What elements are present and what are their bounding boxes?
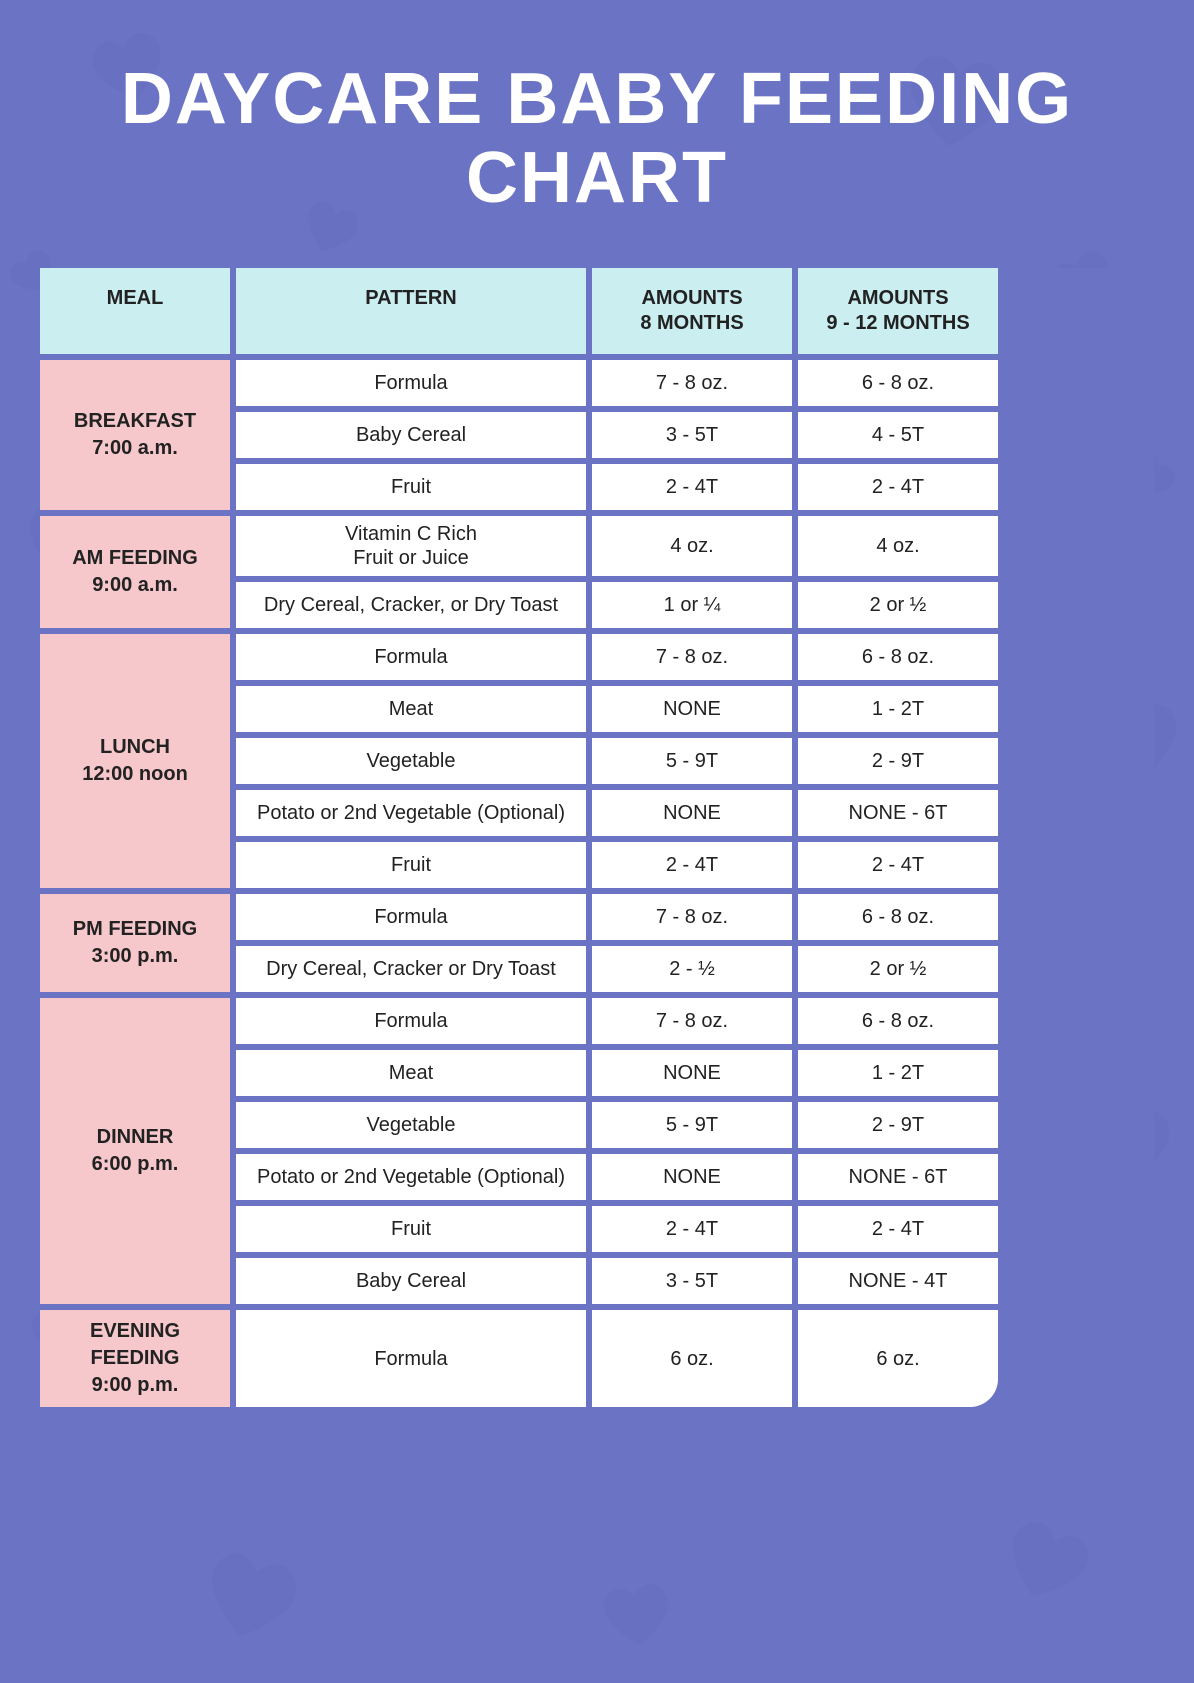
amount-9-12-cell: 2 - 4T [798,464,998,510]
amount-8-cell: 7 - 8 oz. [592,998,792,1044]
feeding-table: MEAL PATTERN AMOUNTS 8 MONTHS AMOUNTS 9 … [40,268,1154,1407]
meal-label: AM FEEDING 9:00 a.m. [40,516,230,628]
pattern-cell: Meat [236,1050,586,1096]
amount-8-cell: 7 - 8 oz. [592,634,792,680]
amount-9-12-cell: 2 - 9T [798,738,998,784]
amount-8-cell: 6 oz. [592,1310,792,1407]
amount-9-12-cell: 4 oz. [798,516,998,576]
amount-9-12-cell: 6 - 8 oz. [798,894,998,940]
col-header-meal: MEAL [40,268,230,354]
pattern-cell: Potato or 2nd Vegetable (Optional) [236,790,586,836]
pattern-cell: Vegetable [236,738,586,784]
pattern-cell: Vitamin C Rich Fruit or Juice [236,516,586,576]
amount-8-cell: 2 - 4T [592,464,792,510]
pattern-cell: Baby Cereal [236,412,586,458]
amount-8-cell: 2 - 4T [592,1206,792,1252]
amount-9-12-cell: 2 - 9T [798,1102,998,1148]
amount-8-cell: 3 - 5T [592,412,792,458]
amount-8-cell: 7 - 8 oz. [592,360,792,406]
amount-9-12-cell: 1 - 2T [798,1050,998,1096]
amount-9-12-cell: 6 - 8 oz. [798,998,998,1044]
meal-label: PM FEEDING 3:00 p.m. [40,894,230,992]
pattern-cell: Formula [236,894,586,940]
meal-label: LUNCH 12:00 noon [40,634,230,888]
amount-9-12-cell: 1 - 2T [798,686,998,732]
pattern-cell: Fruit [236,842,586,888]
amount-9-12-cell: NONE - 6T [798,1154,998,1200]
amount-8-cell: 7 - 8 oz. [592,894,792,940]
amount-9-12-cell: 2 - 4T [798,1206,998,1252]
amount-8-cell: 3 - 5T [592,1258,792,1304]
amount-9-12-cell: NONE - 4T [798,1258,998,1304]
amount-9-12-cell: 2 or ½ [798,582,998,628]
amount-8-cell: NONE [592,686,792,732]
amount-8-cell: 1 or ¼ [592,582,792,628]
meal-label: BREAKFAST 7:00 a.m. [40,360,230,510]
col-header-amounts-8: AMOUNTS 8 MONTHS [592,268,792,354]
heart-icon [595,1575,680,1660]
pattern-cell: Baby Cereal [236,1258,586,1304]
amount-8-cell: 5 - 9T [592,1102,792,1148]
pattern-cell: Dry Cereal, Cracker, or Dry Toast [236,582,586,628]
amount-9-12-cell: 6 oz. [798,1310,998,1407]
heart-icon [189,1539,311,1661]
amount-8-cell: NONE [592,790,792,836]
pattern-cell: Formula [236,998,586,1044]
amount-9-12-cell: 4 - 5T [798,412,998,458]
amount-9-12-cell: 6 - 8 oz. [798,360,998,406]
col-header-pattern: PATTERN [236,268,586,354]
heart-icon [986,1506,1103,1623]
meal-label: DINNER 6:00 p.m. [40,998,230,1304]
amount-9-12-cell: 6 - 8 oz. [798,634,998,680]
pattern-cell: Fruit [236,1206,586,1252]
pattern-cell: Formula [236,634,586,680]
pattern-cell: Vegetable [236,1102,586,1148]
amount-8-cell: 2 - 4T [592,842,792,888]
meal-label: EVENING FEEDING 9:00 p.m. [40,1310,230,1407]
pattern-cell: Formula [236,360,586,406]
col-header-amounts-9-12: AMOUNTS 9 - 12 MONTHS [798,268,998,354]
amount-9-12-cell: 2 or ½ [798,946,998,992]
amount-8-cell: 2 - ½ [592,946,792,992]
pattern-cell: Fruit [236,464,586,510]
amount-9-12-cell: 2 - 4T [798,842,998,888]
amount-8-cell: NONE [592,1154,792,1200]
page-title: DAYCARE BABY FEEDING CHART [40,60,1154,218]
amount-8-cell: 4 oz. [592,516,792,576]
pattern-cell: Dry Cereal, Cracker or Dry Toast [236,946,586,992]
pattern-cell: Meat [236,686,586,732]
pattern-cell: Formula [236,1310,586,1407]
pattern-cell: Potato or 2nd Vegetable (Optional) [236,1154,586,1200]
amount-8-cell: 5 - 9T [592,738,792,784]
amount-8-cell: NONE [592,1050,792,1096]
amount-9-12-cell: NONE - 6T [798,790,998,836]
